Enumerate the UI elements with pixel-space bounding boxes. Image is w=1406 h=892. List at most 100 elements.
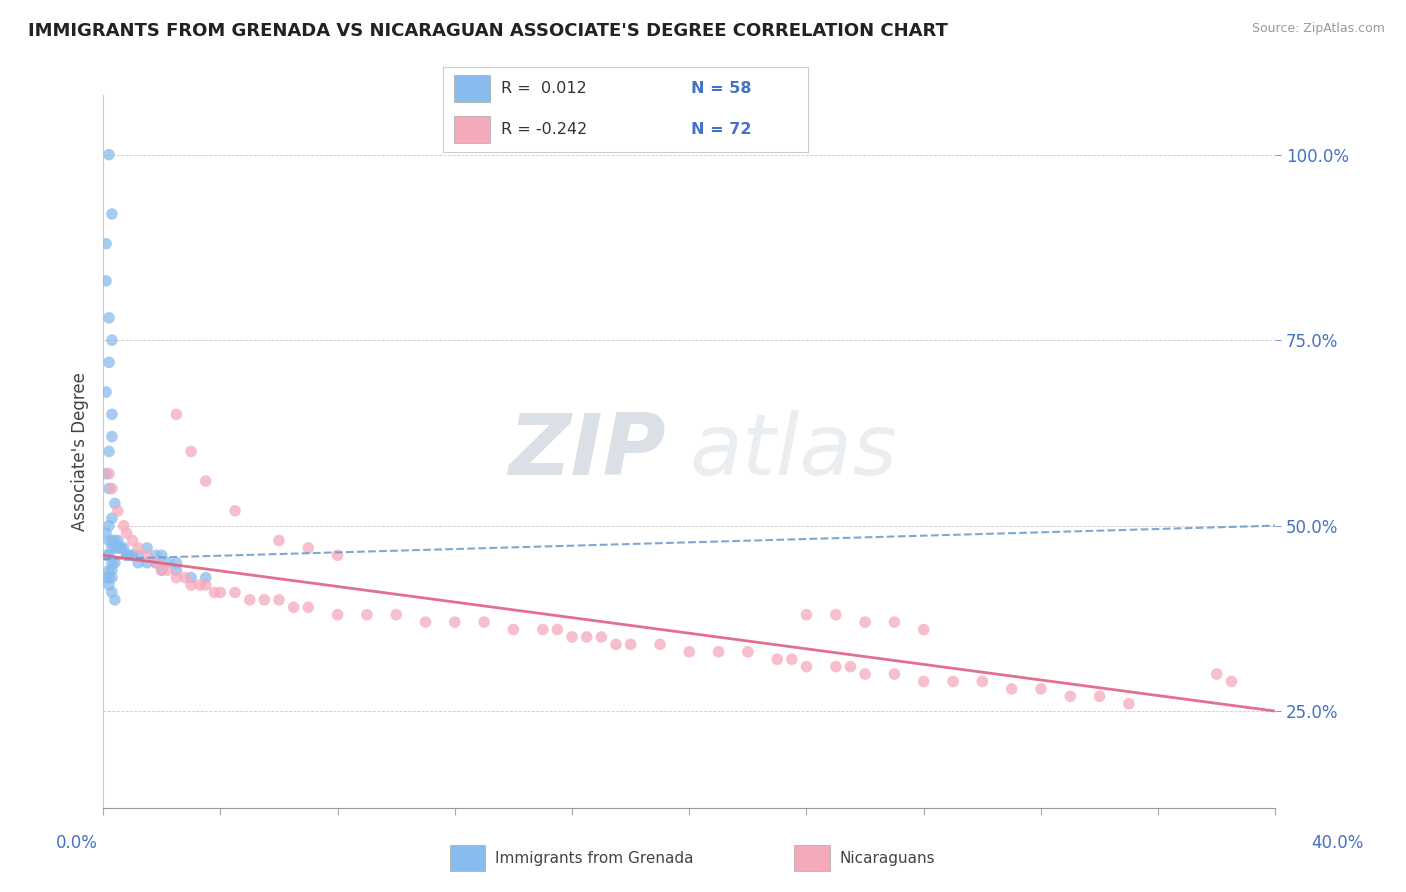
- Point: [209, 585, 232, 599]
- Point: [883, 667, 905, 681]
- Point: [853, 615, 876, 629]
- Text: atlas: atlas: [689, 410, 897, 493]
- Point: [104, 541, 127, 555]
- Point: [1029, 681, 1052, 696]
- Point: [443, 615, 465, 629]
- Point: [165, 563, 187, 577]
- Point: [326, 607, 349, 622]
- Point: [94, 236, 117, 251]
- Point: [94, 526, 117, 541]
- Y-axis label: Associate's Degree: Associate's Degree: [72, 372, 89, 531]
- Point: [121, 549, 143, 563]
- Point: [98, 467, 121, 481]
- Point: [136, 556, 159, 570]
- Point: [101, 533, 124, 548]
- Point: [194, 578, 217, 592]
- Point: [98, 147, 121, 161]
- Point: [98, 563, 121, 577]
- Point: [104, 496, 127, 510]
- Bar: [454, 76, 491, 103]
- Point: [239, 592, 262, 607]
- Point: [156, 563, 179, 577]
- Point: [204, 585, 226, 599]
- Point: [912, 623, 935, 637]
- Point: [1205, 667, 1227, 681]
- Point: [385, 607, 408, 622]
- Point: [972, 674, 994, 689]
- Point: [98, 549, 121, 563]
- Point: [561, 630, 583, 644]
- Point: [94, 571, 117, 585]
- Point: [1059, 690, 1081, 704]
- Point: [297, 541, 319, 555]
- Point: [101, 563, 124, 577]
- Point: [853, 667, 876, 681]
- Point: [546, 623, 568, 637]
- Text: Nicaraguans: Nicaraguans: [839, 851, 935, 865]
- Point: [224, 585, 246, 599]
- Point: [112, 541, 135, 555]
- Point: [98, 518, 121, 533]
- Point: [98, 310, 121, 325]
- Point: [283, 600, 305, 615]
- Point: [94, 549, 117, 563]
- Point: [620, 637, 643, 651]
- Point: [224, 504, 246, 518]
- Point: [194, 474, 217, 488]
- Point: [1088, 690, 1111, 704]
- Point: [605, 637, 627, 651]
- Point: [591, 630, 613, 644]
- Point: [98, 482, 121, 496]
- Point: [127, 556, 149, 570]
- Point: [165, 556, 187, 570]
- Point: [101, 333, 124, 347]
- Point: [796, 607, 818, 622]
- Point: [824, 607, 846, 622]
- Point: [94, 467, 117, 481]
- Point: [356, 607, 378, 622]
- Point: [101, 556, 124, 570]
- Point: [101, 482, 124, 496]
- Point: [737, 645, 759, 659]
- Point: [94, 274, 117, 288]
- Point: [101, 585, 124, 599]
- Point: [98, 571, 121, 585]
- Point: [115, 526, 138, 541]
- Point: [678, 645, 700, 659]
- Point: [98, 444, 121, 458]
- Point: [110, 541, 132, 555]
- Point: [104, 592, 127, 607]
- Text: N = 58: N = 58: [692, 81, 752, 96]
- Point: [150, 549, 173, 563]
- Point: [1220, 674, 1243, 689]
- Point: [136, 541, 159, 555]
- Bar: [454, 116, 491, 143]
- Point: [107, 541, 129, 555]
- Text: R =  0.012: R = 0.012: [502, 81, 588, 96]
- Point: [127, 549, 149, 563]
- Point: [575, 630, 598, 644]
- Point: [165, 408, 187, 422]
- Point: [180, 571, 202, 585]
- Point: [766, 652, 789, 666]
- Point: [156, 556, 179, 570]
- Text: IMMIGRANTS FROM GRENADA VS NICARAGUAN ASSOCIATE'S DEGREE CORRELATION CHART: IMMIGRANTS FROM GRENADA VS NICARAGUAN AS…: [28, 22, 948, 40]
- Point: [101, 511, 124, 525]
- Point: [118, 549, 141, 563]
- Point: [297, 600, 319, 615]
- Point: [145, 556, 167, 570]
- Point: [824, 659, 846, 673]
- Point: [180, 578, 202, 592]
- Point: [115, 549, 138, 563]
- Point: [472, 615, 495, 629]
- Point: [267, 592, 290, 607]
- Point: [94, 385, 117, 400]
- Text: ZIP: ZIP: [508, 410, 666, 493]
- Point: [326, 549, 349, 563]
- Point: [104, 556, 127, 570]
- Point: [174, 571, 197, 585]
- Point: [101, 541, 124, 555]
- Point: [165, 571, 187, 585]
- Point: [101, 429, 124, 443]
- Point: [180, 444, 202, 458]
